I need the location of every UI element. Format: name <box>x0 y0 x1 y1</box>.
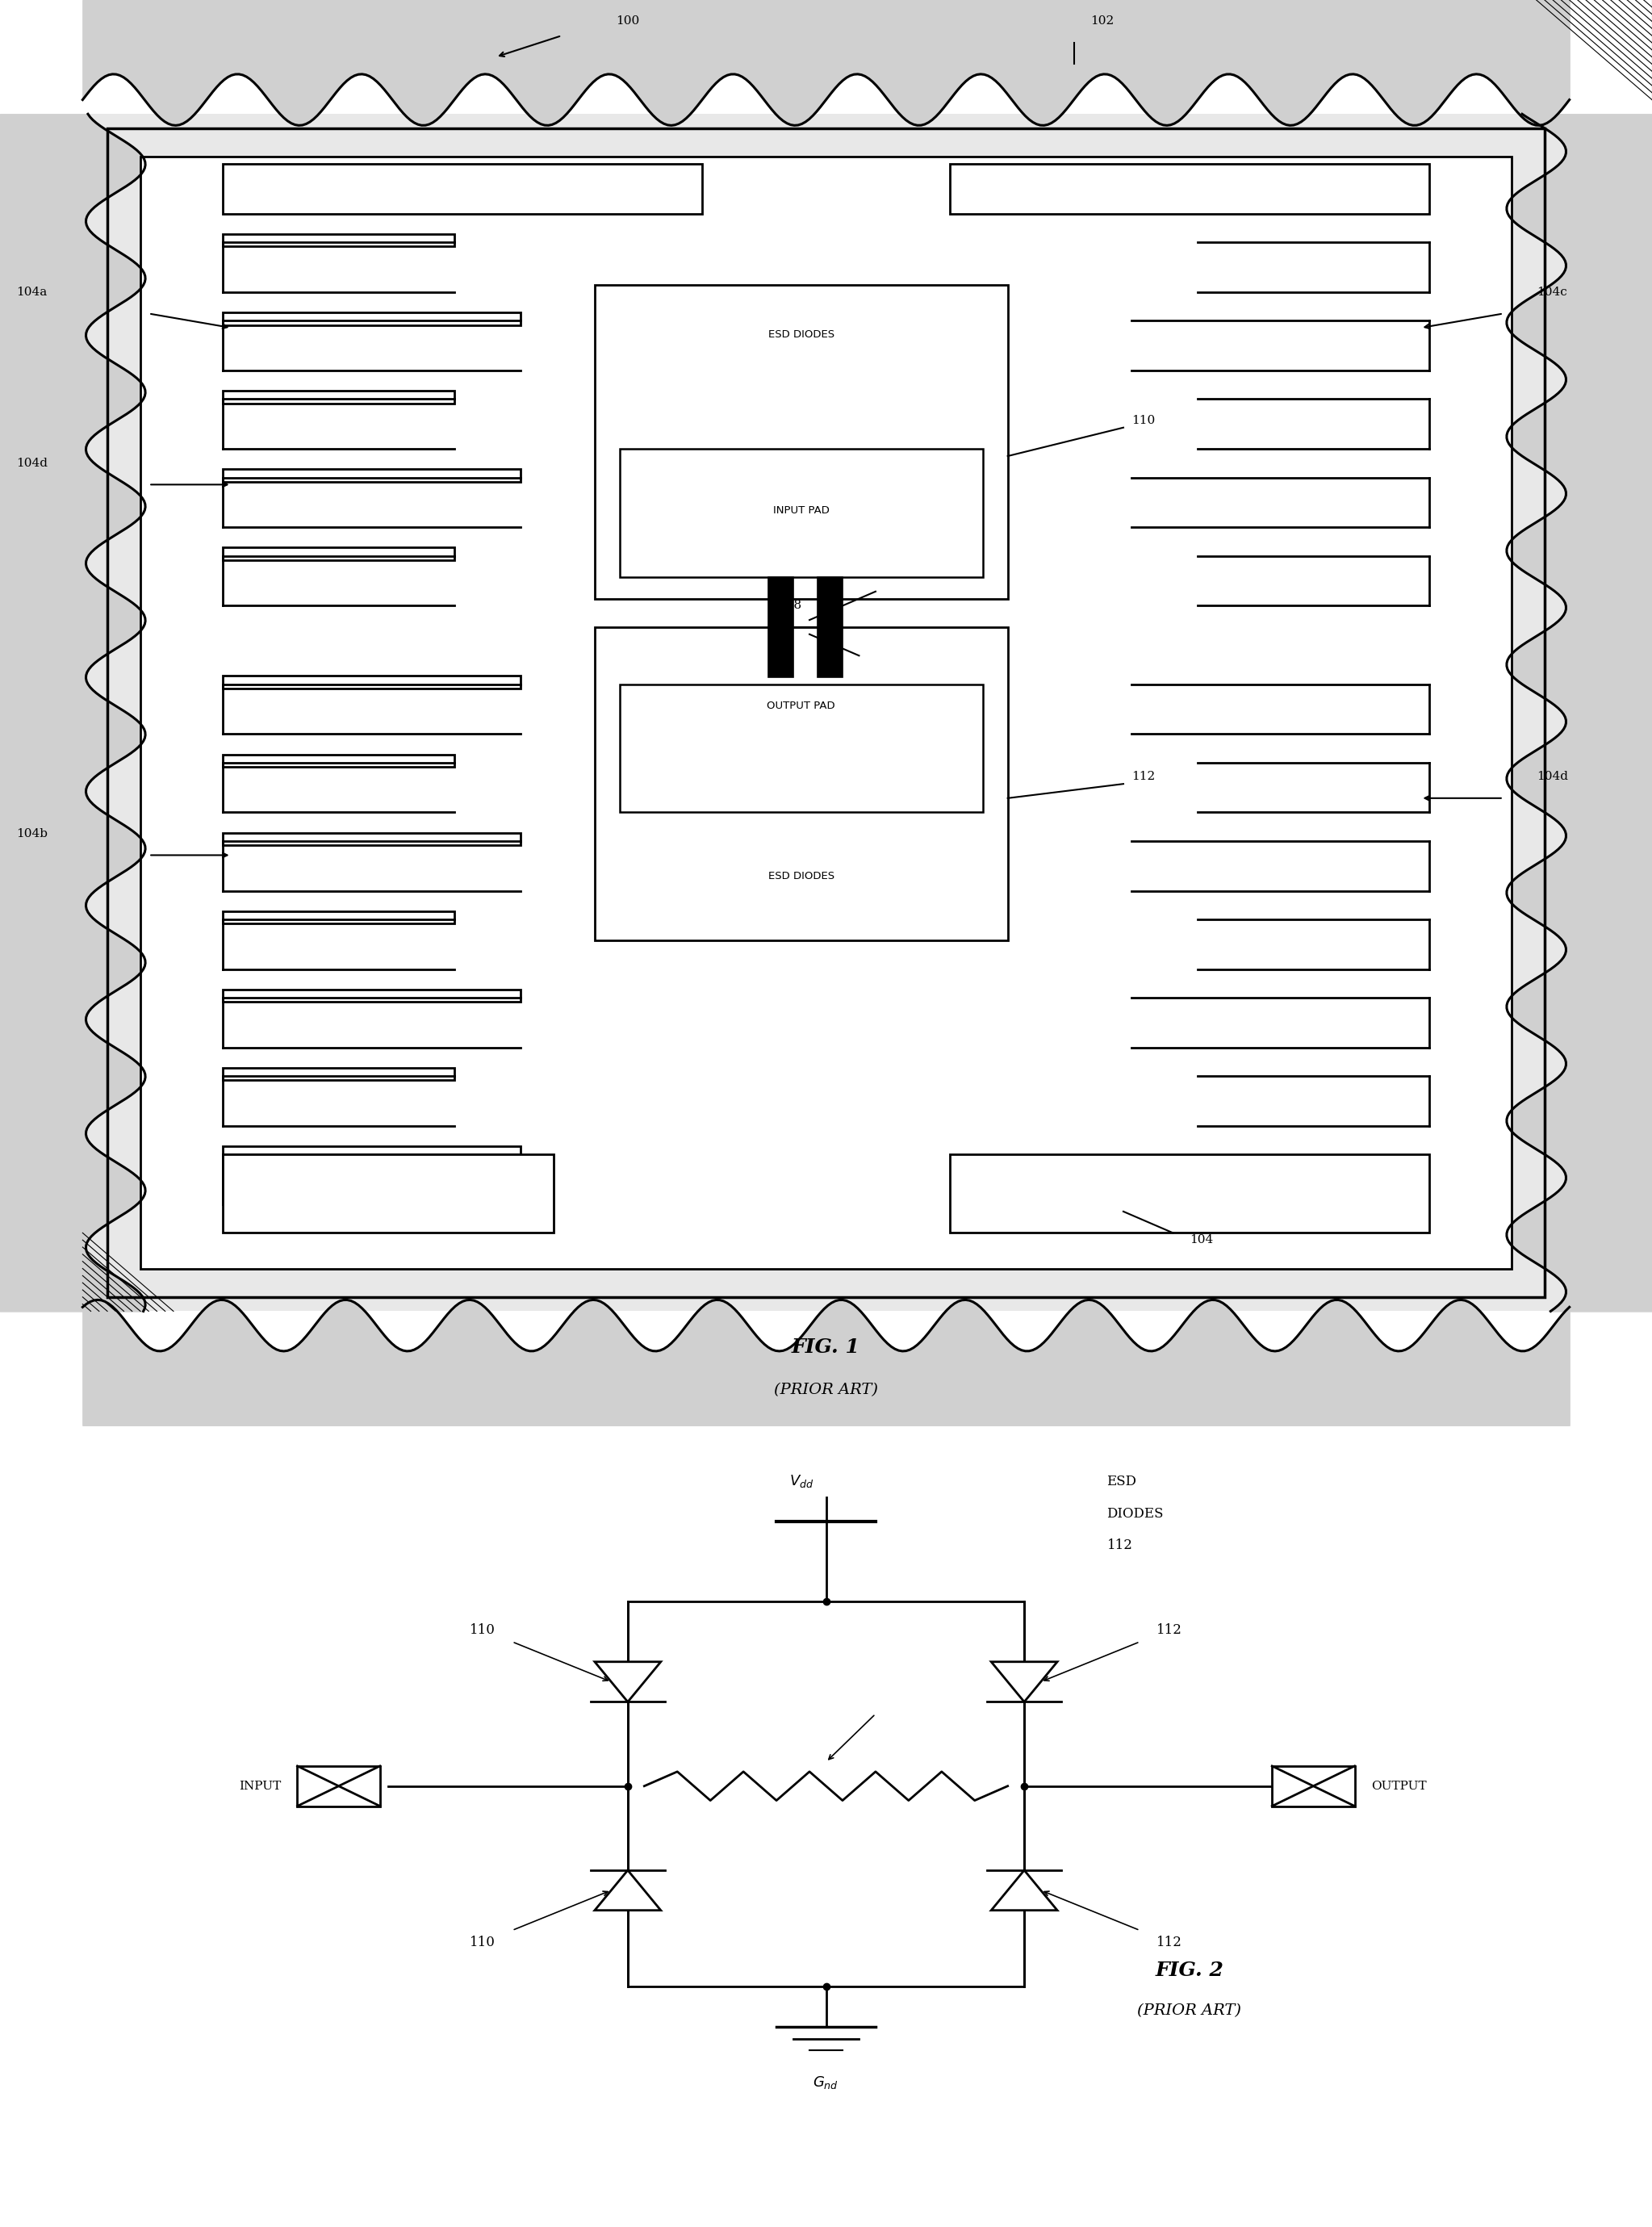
Text: (PRIOR ART): (PRIOR ART) <box>1137 2004 1242 2018</box>
Bar <box>1272 1766 1355 1806</box>
Bar <box>595 628 1008 940</box>
Text: 112: 112 <box>1156 1935 1183 1949</box>
Text: 104a: 104a <box>17 287 48 298</box>
Bar <box>223 470 520 481</box>
Bar <box>297 1766 380 1806</box>
Text: 112: 112 <box>1107 1539 1133 1552</box>
Bar <box>223 1147 520 1158</box>
Bar <box>223 989 520 1002</box>
Bar <box>107 129 1545 1296</box>
Bar <box>768 577 793 628</box>
Text: FIG. 2: FIG. 2 <box>1155 1960 1224 1980</box>
Bar <box>223 234 454 247</box>
Text: 104b: 104b <box>17 828 48 840</box>
Bar <box>223 1154 553 1234</box>
Bar <box>620 450 983 577</box>
Bar <box>223 548 454 561</box>
Text: ESD DIODES: ESD DIODES <box>768 330 834 341</box>
Text: 102: 102 <box>1090 16 1113 27</box>
Text: (PRIOR ART): (PRIOR ART) <box>773 1383 879 1396</box>
Text: 100: 100 <box>616 16 639 27</box>
Text: 104: 104 <box>884 1699 910 1713</box>
Bar <box>818 628 843 677</box>
Bar <box>768 628 793 677</box>
Text: OUTPUT PAD: OUTPUT PAD <box>767 699 836 710</box>
Text: 110: 110 <box>469 1935 496 1949</box>
Text: 104c: 104c <box>1536 287 1566 298</box>
Bar <box>950 165 1429 214</box>
Bar <box>223 165 702 214</box>
Text: INPUT: INPUT <box>238 1779 281 1793</box>
Bar <box>223 392 454 403</box>
Polygon shape <box>991 1661 1057 1701</box>
Bar <box>223 1069 454 1080</box>
Bar <box>223 312 520 325</box>
Bar <box>223 833 520 846</box>
Text: INPUT PAD: INPUT PAD <box>773 506 829 514</box>
Text: - 108: - 108 <box>770 599 801 612</box>
Text: 112: 112 <box>1132 771 1155 782</box>
Bar <box>83 114 1569 1312</box>
Bar <box>223 755 454 766</box>
Text: 112: 112 <box>1156 1623 1183 1637</box>
Bar <box>818 577 843 628</box>
Text: OUTPUT: OUTPUT <box>1371 1779 1427 1793</box>
Text: ESD: ESD <box>1107 1474 1137 1488</box>
Text: 104: 104 <box>1189 1234 1213 1245</box>
Bar <box>595 285 1008 599</box>
Text: 110: 110 <box>1132 414 1155 425</box>
Text: 104d: 104d <box>1536 771 1568 782</box>
Polygon shape <box>991 1871 1057 1911</box>
Polygon shape <box>595 1661 661 1701</box>
Text: ESD DIODES: ESD DIODES <box>768 871 834 882</box>
Text: 106: 106 <box>867 657 890 668</box>
Bar <box>628 1601 1024 1986</box>
Text: 104d: 104d <box>17 457 48 470</box>
Bar <box>223 911 454 924</box>
Text: 110: 110 <box>469 1623 496 1637</box>
Bar <box>140 156 1512 1269</box>
Bar <box>620 684 983 813</box>
Bar <box>950 1154 1429 1234</box>
Text: $G_{nd}$: $G_{nd}$ <box>813 2076 839 2091</box>
Text: FIG. 1: FIG. 1 <box>791 1336 861 1356</box>
Bar <box>223 677 520 688</box>
Text: $V_{dd}$: $V_{dd}$ <box>790 1474 813 1490</box>
Text: DIODES: DIODES <box>1107 1508 1163 1521</box>
Polygon shape <box>595 1871 661 1911</box>
